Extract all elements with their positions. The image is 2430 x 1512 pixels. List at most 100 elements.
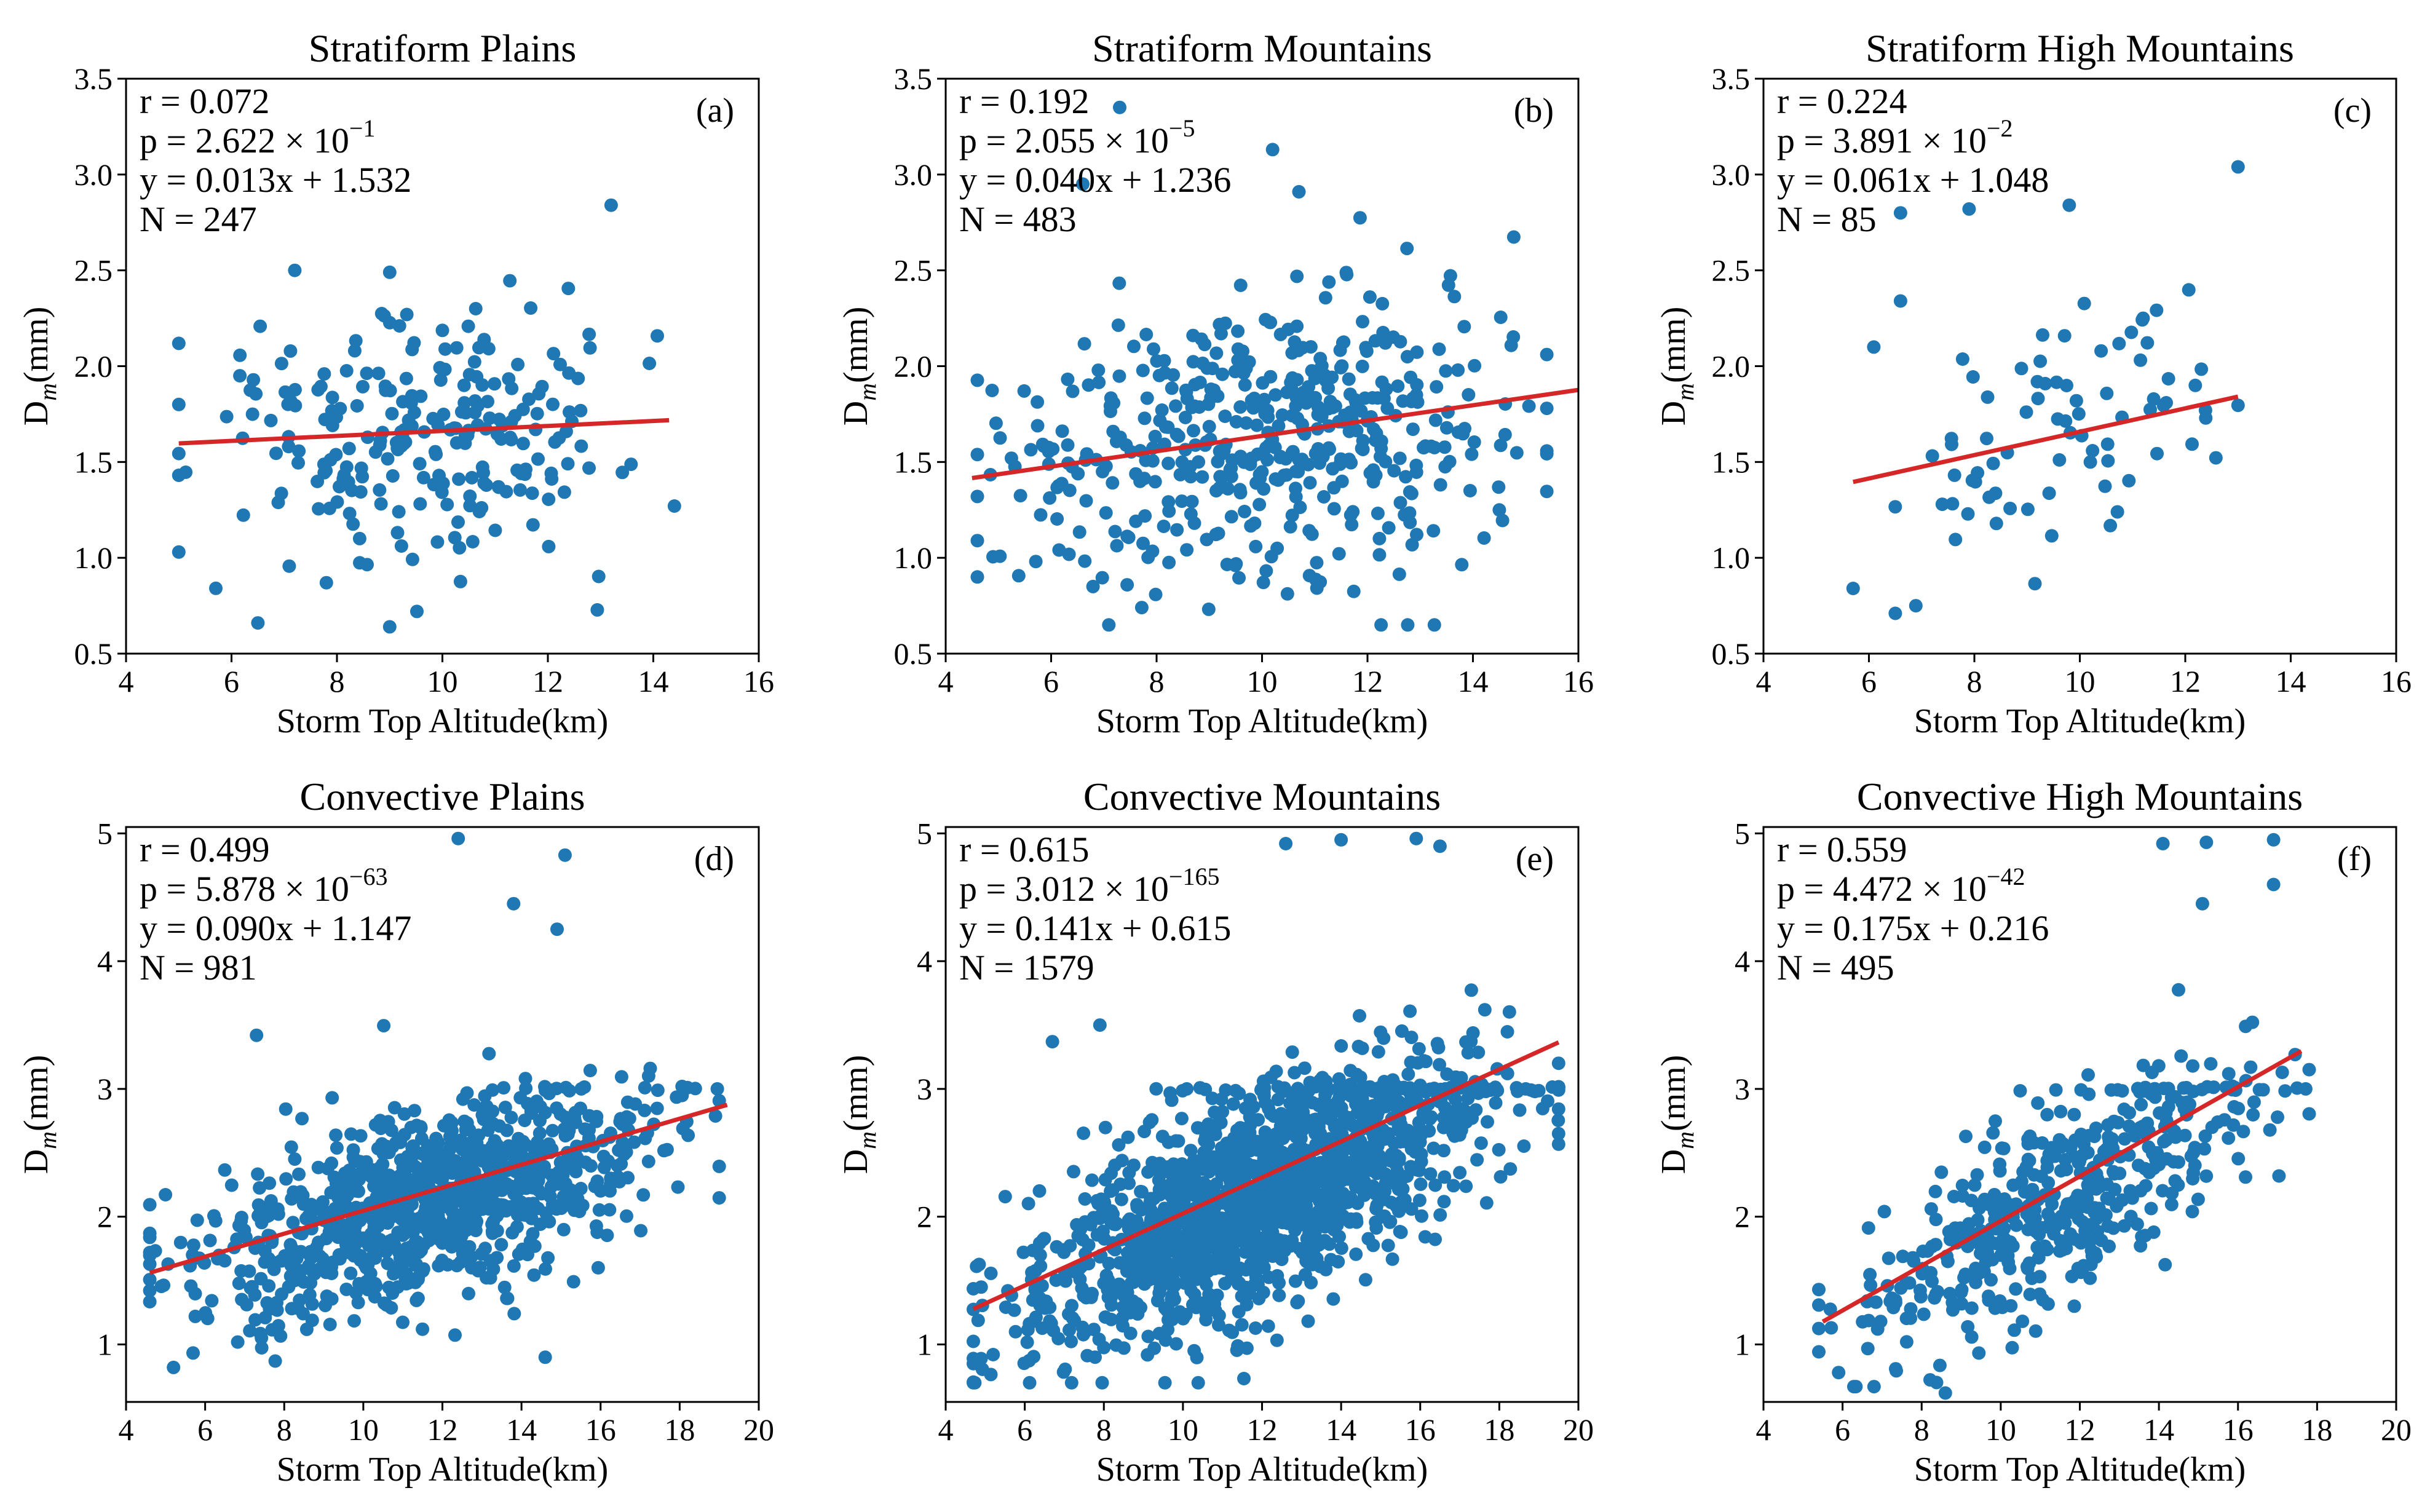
data-point xyxy=(224,1178,239,1192)
data-point xyxy=(2111,1083,2125,1097)
data-point xyxy=(539,1262,552,1276)
data-point xyxy=(1962,202,1976,216)
x-tick-label: 4 xyxy=(938,664,954,699)
data-point xyxy=(2073,1233,2088,1247)
data-point xyxy=(1017,384,1031,398)
data-point xyxy=(1366,1238,1380,1253)
data-point xyxy=(354,1129,368,1143)
data-point xyxy=(453,574,467,588)
data-point xyxy=(1323,395,1337,408)
data-point xyxy=(1180,543,1194,557)
data-point xyxy=(465,470,479,485)
data-point xyxy=(2020,1260,2034,1273)
data-point xyxy=(582,1123,596,1137)
data-point xyxy=(1504,338,1518,352)
data-point xyxy=(1502,1005,1516,1019)
data-point xyxy=(1347,584,1361,598)
data-point xyxy=(1459,1179,1473,1193)
data-point xyxy=(1265,143,1280,157)
data-point xyxy=(472,505,486,518)
data-point xyxy=(593,1184,608,1198)
data-point xyxy=(1141,1348,1155,1362)
data-point xyxy=(1226,1097,1240,1111)
data-point xyxy=(1874,1315,1888,1329)
stat-p: p = 2.622 × 10−1 xyxy=(140,114,375,160)
regression-line xyxy=(149,1102,728,1275)
data-point xyxy=(1214,327,1228,341)
data-point xyxy=(428,445,442,459)
data-point xyxy=(530,406,544,421)
data-point xyxy=(1190,1350,1204,1364)
data-point xyxy=(2101,1118,2115,1132)
data-point xyxy=(1091,363,1106,378)
data-point xyxy=(1051,1332,1066,1345)
data-point xyxy=(288,263,302,277)
data-point xyxy=(2139,1080,2153,1094)
data-point xyxy=(1179,1228,1193,1242)
stat-p: p = 3.891 × 10−2 xyxy=(1777,114,2012,160)
data-point xyxy=(2052,1133,2067,1147)
data-point xyxy=(1148,475,1162,489)
data-point xyxy=(2051,412,2065,426)
data-point xyxy=(2036,1240,2051,1254)
data-point xyxy=(477,465,490,480)
data-point xyxy=(445,1203,459,1217)
data-point xyxy=(1199,1306,1213,1320)
data-point xyxy=(1129,514,1143,528)
data-point xyxy=(1453,1166,1467,1180)
data-point xyxy=(2083,455,2097,469)
data-point xyxy=(1232,571,1246,585)
data-point xyxy=(1410,345,1424,359)
data-point xyxy=(2099,1208,2113,1222)
data-point xyxy=(1091,1197,1106,1211)
stat-fit: y = 0.040x + 1.236 xyxy=(959,160,1231,200)
stat-fit: y = 0.061x + 1.048 xyxy=(1777,160,2049,200)
data-point xyxy=(472,1143,486,1157)
data-point xyxy=(385,406,399,421)
data-point xyxy=(262,1252,276,1266)
data-point xyxy=(1291,465,1305,479)
data-point xyxy=(1191,1258,1205,1272)
data-point xyxy=(1020,1335,1034,1349)
data-point xyxy=(1358,1273,1372,1287)
data-point xyxy=(296,1197,311,1211)
data-point xyxy=(1088,1350,1102,1364)
data-point xyxy=(1013,489,1027,503)
data-point xyxy=(1946,1303,1960,1317)
data-point xyxy=(1327,502,1341,516)
data-point xyxy=(1982,1198,1997,1212)
data-point xyxy=(284,1140,298,1154)
data-point xyxy=(438,342,452,356)
data-point xyxy=(190,1213,204,1227)
data-point xyxy=(282,1280,296,1294)
x-tick-label: 16 xyxy=(1405,1412,1436,1447)
data-point xyxy=(452,472,466,486)
data-point xyxy=(435,1151,449,1165)
data-point xyxy=(1098,1173,1112,1187)
data-point xyxy=(1258,1125,1272,1139)
data-point xyxy=(985,384,999,397)
data-point xyxy=(1924,1202,1938,1216)
data-point xyxy=(571,371,585,386)
data-point xyxy=(521,1096,534,1110)
data-point xyxy=(1392,1154,1406,1168)
data-point xyxy=(1503,1162,1518,1176)
data-point xyxy=(467,355,481,369)
data-point xyxy=(274,486,288,501)
data-point xyxy=(2057,329,2072,343)
y-tick-label: 2.0 xyxy=(894,349,933,384)
data-point xyxy=(1306,1163,1320,1178)
data-point xyxy=(1166,1244,1181,1258)
data-point xyxy=(1189,1237,1203,1251)
data-point xyxy=(235,1292,249,1307)
data-point xyxy=(251,616,265,630)
data-point xyxy=(385,1233,399,1247)
data-point xyxy=(505,1201,519,1215)
data-point xyxy=(1331,1082,1345,1096)
data-point xyxy=(269,446,283,461)
data-point xyxy=(299,1322,314,1336)
panel-c: Stratiform High Mountains 4 6 8 10 12 14 16 0.5 1… xyxy=(1655,26,2412,740)
data-point xyxy=(279,1102,293,1116)
data-point xyxy=(1149,1082,1163,1096)
data-point xyxy=(651,329,664,343)
